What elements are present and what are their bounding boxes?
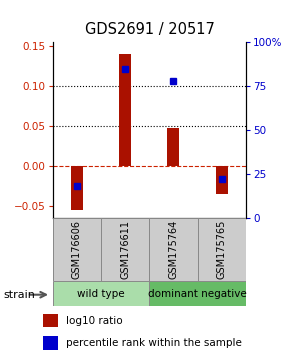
Text: GSM175764: GSM175764	[168, 220, 178, 279]
Text: GSM176606: GSM176606	[72, 220, 82, 279]
Bar	[52, 218, 101, 281]
Bar	[70, 166, 83, 210]
Bar	[167, 128, 179, 166]
Bar	[149, 218, 198, 281]
Bar	[149, 281, 246, 306]
Bar	[43, 336, 58, 350]
Text: GSM176611: GSM176611	[120, 220, 130, 279]
Bar	[198, 218, 246, 281]
Text: GDS2691 / 20517: GDS2691 / 20517	[85, 22, 215, 37]
Text: GSM175765: GSM175765	[217, 220, 227, 279]
Bar	[101, 218, 149, 281]
Text: strain: strain	[3, 290, 35, 299]
Bar	[216, 166, 228, 194]
Text: dominant negative: dominant negative	[148, 289, 247, 299]
Bar	[52, 281, 149, 306]
Bar	[119, 55, 131, 166]
Text: percentile rank within the sample: percentile rank within the sample	[66, 338, 242, 348]
Bar	[43, 314, 58, 327]
Text: wild type: wild type	[77, 289, 125, 299]
Text: log10 ratio: log10 ratio	[66, 316, 122, 326]
